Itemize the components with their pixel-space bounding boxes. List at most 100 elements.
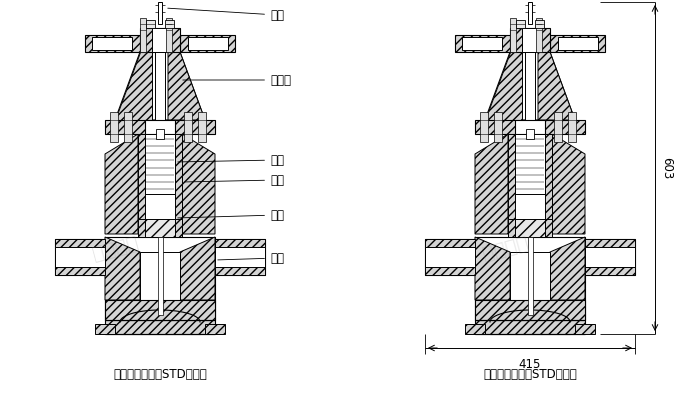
Polygon shape bbox=[182, 134, 215, 234]
Polygon shape bbox=[105, 237, 140, 300]
Bar bbox=[215, 239, 265, 275]
Bar bbox=[425, 247, 475, 267]
Bar bbox=[510, 28, 550, 52]
Polygon shape bbox=[475, 237, 510, 300]
Bar bbox=[105, 237, 215, 320]
Bar bbox=[188, 37, 228, 50]
Bar bbox=[526, 129, 534, 139]
Polygon shape bbox=[168, 52, 205, 120]
Bar bbox=[166, 18, 172, 52]
Text: 高加疏水调节阀STD尺寸图: 高加疏水调节阀STD尺寸图 bbox=[483, 368, 577, 381]
Bar bbox=[145, 120, 175, 134]
Text: 阀座: 阀座 bbox=[178, 208, 284, 221]
Bar bbox=[575, 324, 595, 334]
Bar bbox=[528, 237, 533, 315]
Text: 上阀盖: 上阀盖 bbox=[183, 74, 291, 87]
Bar bbox=[138, 219, 145, 237]
Text: 阀体: 阀体 bbox=[218, 251, 284, 264]
Bar bbox=[175, 134, 182, 219]
Bar bbox=[156, 129, 164, 139]
Bar bbox=[184, 112, 192, 142]
Polygon shape bbox=[180, 237, 215, 300]
Bar bbox=[550, 35, 605, 52]
Bar bbox=[140, 252, 180, 300]
Bar bbox=[105, 120, 215, 134]
Bar bbox=[140, 18, 146, 52]
Bar bbox=[558, 37, 598, 50]
Bar bbox=[535, 20, 544, 28]
Bar bbox=[124, 112, 132, 142]
Bar bbox=[510, 252, 550, 300]
Bar bbox=[585, 239, 635, 275]
Bar bbox=[465, 324, 485, 334]
Bar bbox=[525, 52, 535, 120]
Bar bbox=[85, 35, 140, 52]
Bar bbox=[515, 120, 545, 134]
Bar bbox=[515, 134, 545, 194]
Bar bbox=[585, 247, 635, 267]
Text: 阀杆: 阀杆 bbox=[168, 8, 284, 22]
Bar bbox=[55, 239, 105, 275]
Polygon shape bbox=[115, 52, 205, 120]
Bar bbox=[175, 219, 182, 237]
Bar bbox=[475, 237, 585, 320]
Polygon shape bbox=[538, 52, 575, 120]
Bar bbox=[462, 37, 502, 50]
Text: 高加疏水调节阀STD结构图: 高加疏水调节阀STD结构图 bbox=[113, 368, 207, 381]
Bar bbox=[515, 219, 545, 237]
Bar bbox=[494, 112, 502, 142]
Text: 415: 415 bbox=[519, 358, 541, 371]
Polygon shape bbox=[485, 52, 522, 120]
Polygon shape bbox=[55, 239, 105, 275]
Text: 派可数据: 派可数据 bbox=[480, 234, 531, 264]
Bar bbox=[545, 134, 552, 219]
Bar bbox=[475, 320, 585, 334]
Text: 阀芯: 阀芯 bbox=[178, 154, 284, 167]
Bar bbox=[155, 52, 165, 120]
Bar bbox=[545, 219, 552, 237]
Bar bbox=[158, 237, 162, 315]
Bar bbox=[528, 2, 532, 24]
Bar bbox=[205, 324, 225, 334]
Bar bbox=[425, 239, 475, 275]
Bar bbox=[480, 112, 488, 142]
Bar bbox=[95, 324, 115, 334]
Polygon shape bbox=[105, 134, 138, 234]
Bar bbox=[55, 247, 105, 267]
Bar bbox=[152, 28, 168, 52]
Bar bbox=[516, 20, 525, 28]
Bar bbox=[508, 219, 515, 237]
Polygon shape bbox=[475, 134, 508, 234]
Bar bbox=[138, 134, 145, 219]
Bar bbox=[522, 28, 538, 52]
Bar bbox=[158, 2, 162, 24]
Bar bbox=[536, 18, 542, 52]
Polygon shape bbox=[215, 239, 265, 275]
Bar bbox=[110, 112, 118, 142]
Text: 套筒: 套筒 bbox=[185, 173, 284, 186]
Text: 603: 603 bbox=[660, 157, 673, 179]
Bar bbox=[475, 120, 585, 134]
Bar bbox=[105, 320, 215, 334]
Bar bbox=[508, 134, 515, 219]
Bar bbox=[475, 300, 585, 320]
Polygon shape bbox=[115, 52, 152, 120]
Bar bbox=[145, 219, 175, 237]
Bar bbox=[215, 247, 265, 267]
Bar bbox=[145, 134, 175, 194]
Bar bbox=[554, 112, 562, 142]
Bar bbox=[105, 300, 215, 320]
Bar bbox=[510, 18, 516, 52]
Text: 派可数据: 派可数据 bbox=[90, 234, 140, 264]
Bar bbox=[146, 20, 155, 28]
Bar bbox=[140, 28, 180, 52]
Polygon shape bbox=[485, 52, 575, 120]
Polygon shape bbox=[552, 134, 585, 234]
Bar bbox=[180, 35, 235, 52]
Polygon shape bbox=[550, 237, 585, 300]
Polygon shape bbox=[585, 239, 635, 275]
Bar bbox=[92, 37, 132, 50]
Polygon shape bbox=[425, 239, 475, 275]
Bar bbox=[568, 112, 576, 142]
Bar bbox=[165, 20, 174, 28]
